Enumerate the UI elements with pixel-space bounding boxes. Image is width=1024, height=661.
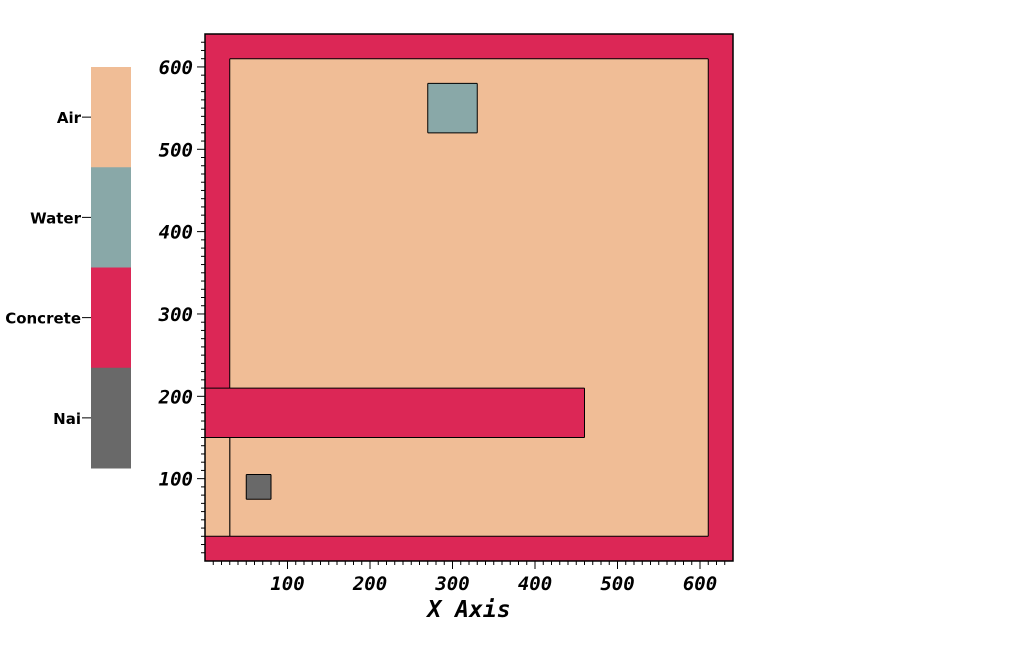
x-axis-title: X Axis [425, 597, 510, 623]
region-water-5 [427, 83, 478, 133]
region-air-4 [205, 437, 230, 537]
x-tick-label-600: 600 [683, 573, 717, 595]
y-tick-label-400: 400 [159, 222, 193, 244]
region-concrete-3 [205, 388, 585, 438]
x-tick-label-500: 500 [600, 573, 634, 595]
legend-swatch-water [91, 167, 131, 268]
x-tick-label-400: 400 [518, 573, 552, 595]
x-tick-label-100: 100 [270, 573, 304, 595]
x-tick-label-300: 300 [434, 573, 469, 595]
x-tick-label-200: 200 [352, 573, 387, 595]
x-axis: 100 200 300 400 500 600 [212, 561, 726, 595]
legend-label-air: Air [57, 109, 82, 127]
plot-area [205, 34, 733, 561]
legend-swatch-concrete [91, 267, 131, 369]
region-nai-6 [246, 474, 271, 500]
legend-swatch-nai [91, 367, 131, 469]
legend: Air Water Concrete Nai [5, 67, 131, 469]
legend-swatch-air [91, 67, 131, 168]
y-tick-label-300: 300 [158, 304, 193, 326]
y-axis: 100 200 300 400 500 600 [158, 41, 205, 554]
y-tick-label-100: 100 [159, 469, 193, 491]
legend-label-nai: Nai [53, 410, 81, 428]
y-tick-label-600: 600 [159, 57, 193, 79]
y-tick-label-200: 200 [158, 386, 193, 408]
legend-label-concrete: Concrete [5, 310, 81, 328]
region-air-2 [229, 58, 709, 537]
legend-label-water: Water [30, 209, 81, 227]
y-tick-label-500: 500 [159, 139, 193, 161]
